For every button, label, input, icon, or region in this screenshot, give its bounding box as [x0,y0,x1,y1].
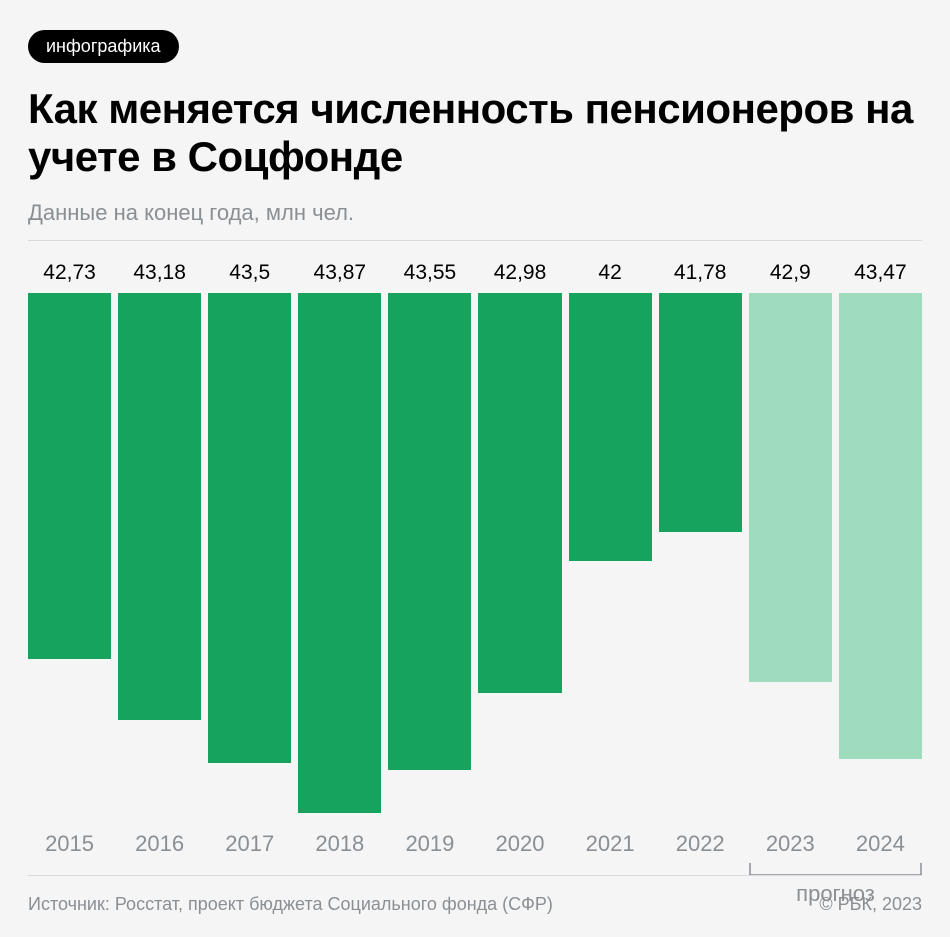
x-axis-label: 2022 [659,829,742,857]
chart-subtitle: Данные на конец года, млн чел. [28,200,922,226]
footer-row: Источник: Росстат, проект бюджета Социал… [28,894,922,915]
bar-actual [208,293,291,763]
bar-chart: 42,73 43,18 43,5 43,87 43,55 42,98 42 41,78 42,9… [28,261,922,821]
bar-value: 43,5 [229,261,270,285]
bar-value: 42 [598,261,621,285]
bar-actual [569,293,652,562]
bar-actual [118,293,201,720]
bar-col: 42,98 [478,261,561,821]
bar-value: 43,18 [133,261,186,285]
bar-actual [388,293,471,770]
source-text: Источник: Росстат, проект бюджета Социал… [28,894,553,915]
bar-value: 42,9 [770,261,811,285]
x-axis-label: 2016 [118,829,201,857]
x-axis-label: 2024 [839,829,922,857]
bar-actual [28,293,111,660]
x-axis-label: 2017 [208,829,291,857]
bar-actual [659,293,742,532]
page-title: Как меняется численность пенсионеров на … [28,85,922,182]
divider-top [28,240,922,241]
x-axis: 201520162017201820192020 2021202220232024… [28,829,922,857]
bar-forecast [839,293,922,759]
bar-col: 43,55 [388,261,471,821]
bar-col: 43,5 [208,261,291,821]
copyright-text: © РБК, 2023 [819,894,922,915]
bar-actual [478,293,561,693]
x-axis-label: 2018 [298,829,381,857]
category-badge: инфографика [28,30,179,63]
bar-forecast [749,293,832,683]
bar-value: 42,73 [43,261,96,285]
divider-bottom [28,875,922,876]
bar-col: 43,47 [839,261,922,821]
x-axis-label: 2020 [478,829,561,857]
bar-value: 43,87 [314,261,367,285]
bar-value: 43,47 [854,261,907,285]
bar-value: 42,98 [494,261,547,285]
bar-value: 41,78 [674,261,727,285]
footer: Источник: Росстат, проект бюджета Социал… [28,855,922,937]
bar-actual [298,293,381,813]
x-axis-label: 2015 [28,829,111,857]
x-axis-label: 2019 [388,829,471,857]
x-axis-label: 2023 [749,829,832,857]
bar-col: 42,73 [28,261,111,821]
bar-value: 43,55 [404,261,457,285]
x-axis-label: 2021 [569,829,652,857]
bar-col: 42 [569,261,652,821]
bar-col: 43,18 [118,261,201,821]
bar-col: 41,78 [659,261,742,821]
bar-col: 43,87 [298,261,381,821]
bar-col: 42,9 [749,261,832,821]
